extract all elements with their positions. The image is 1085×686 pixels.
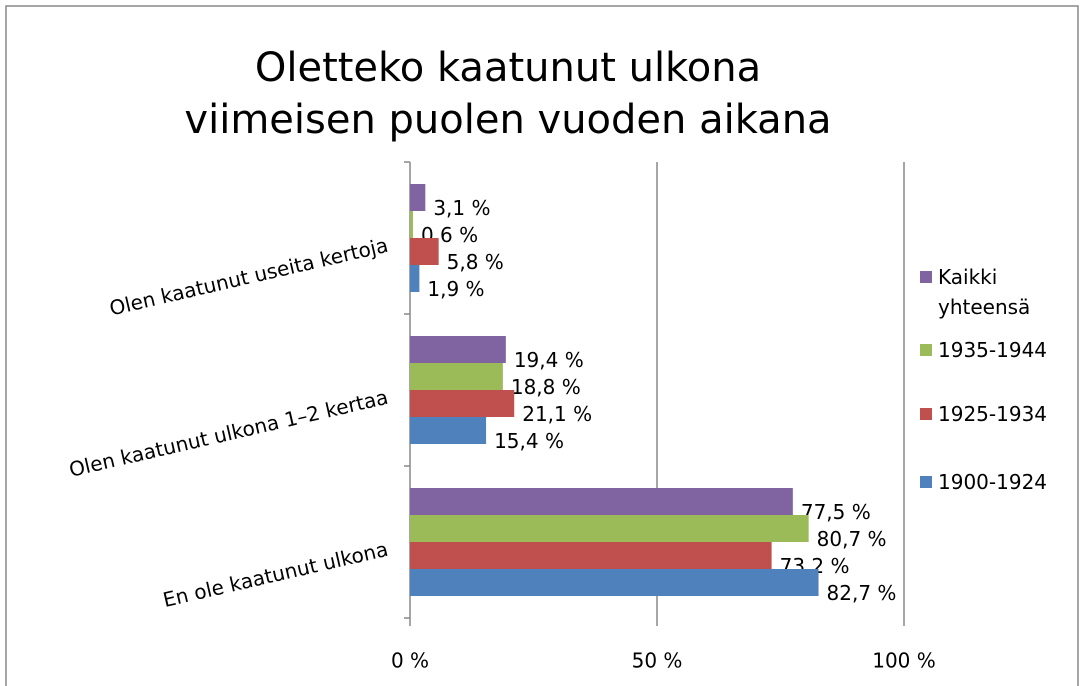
data-label: 80,7 % <box>817 527 887 551</box>
data-label: 3,1 % <box>433 196 490 220</box>
data-label: 18,8 % <box>511 375 581 399</box>
data-label: 77,5 % <box>801 500 871 524</box>
bar <box>410 238 439 265</box>
legend-label: Kaikki yhteensä <box>938 265 1031 319</box>
data-label: 82,7 % <box>827 581 897 605</box>
data-label: 15,4 % <box>494 429 564 453</box>
legend-label: 1925-1934 <box>938 402 1048 426</box>
bar <box>410 542 772 569</box>
data-label: 1,9 % <box>427 277 484 301</box>
x-tick-label: 0 % <box>391 649 429 673</box>
x-tick-label: 50 % <box>632 649 683 673</box>
chart-title: Oletteko kaatunut ulkona <box>255 45 761 91</box>
bar <box>410 363 503 390</box>
bar <box>410 417 487 444</box>
data-label: 19,4 % <box>514 348 584 372</box>
legend-label: 1900-1924 <box>938 470 1048 494</box>
bar <box>410 336 506 363</box>
bar <box>410 184 426 211</box>
bar <box>410 488 793 515</box>
chart-title: viimeisen puolen vuoden aikana <box>184 97 831 143</box>
data-label: 21,1 % <box>522 402 592 426</box>
bar <box>410 211 413 238</box>
legend-label: 1935-1944 <box>938 338 1048 362</box>
legend-swatch <box>920 408 932 420</box>
bar <box>410 390 515 417</box>
legend-swatch <box>920 476 932 488</box>
bar <box>410 569 819 596</box>
bar <box>410 515 809 542</box>
data-label: 5,8 % <box>447 250 504 274</box>
legend-swatch <box>920 344 932 356</box>
bar <box>410 265 420 292</box>
x-tick-label: 100 % <box>872 649 936 673</box>
legend-swatch <box>920 271 932 283</box>
